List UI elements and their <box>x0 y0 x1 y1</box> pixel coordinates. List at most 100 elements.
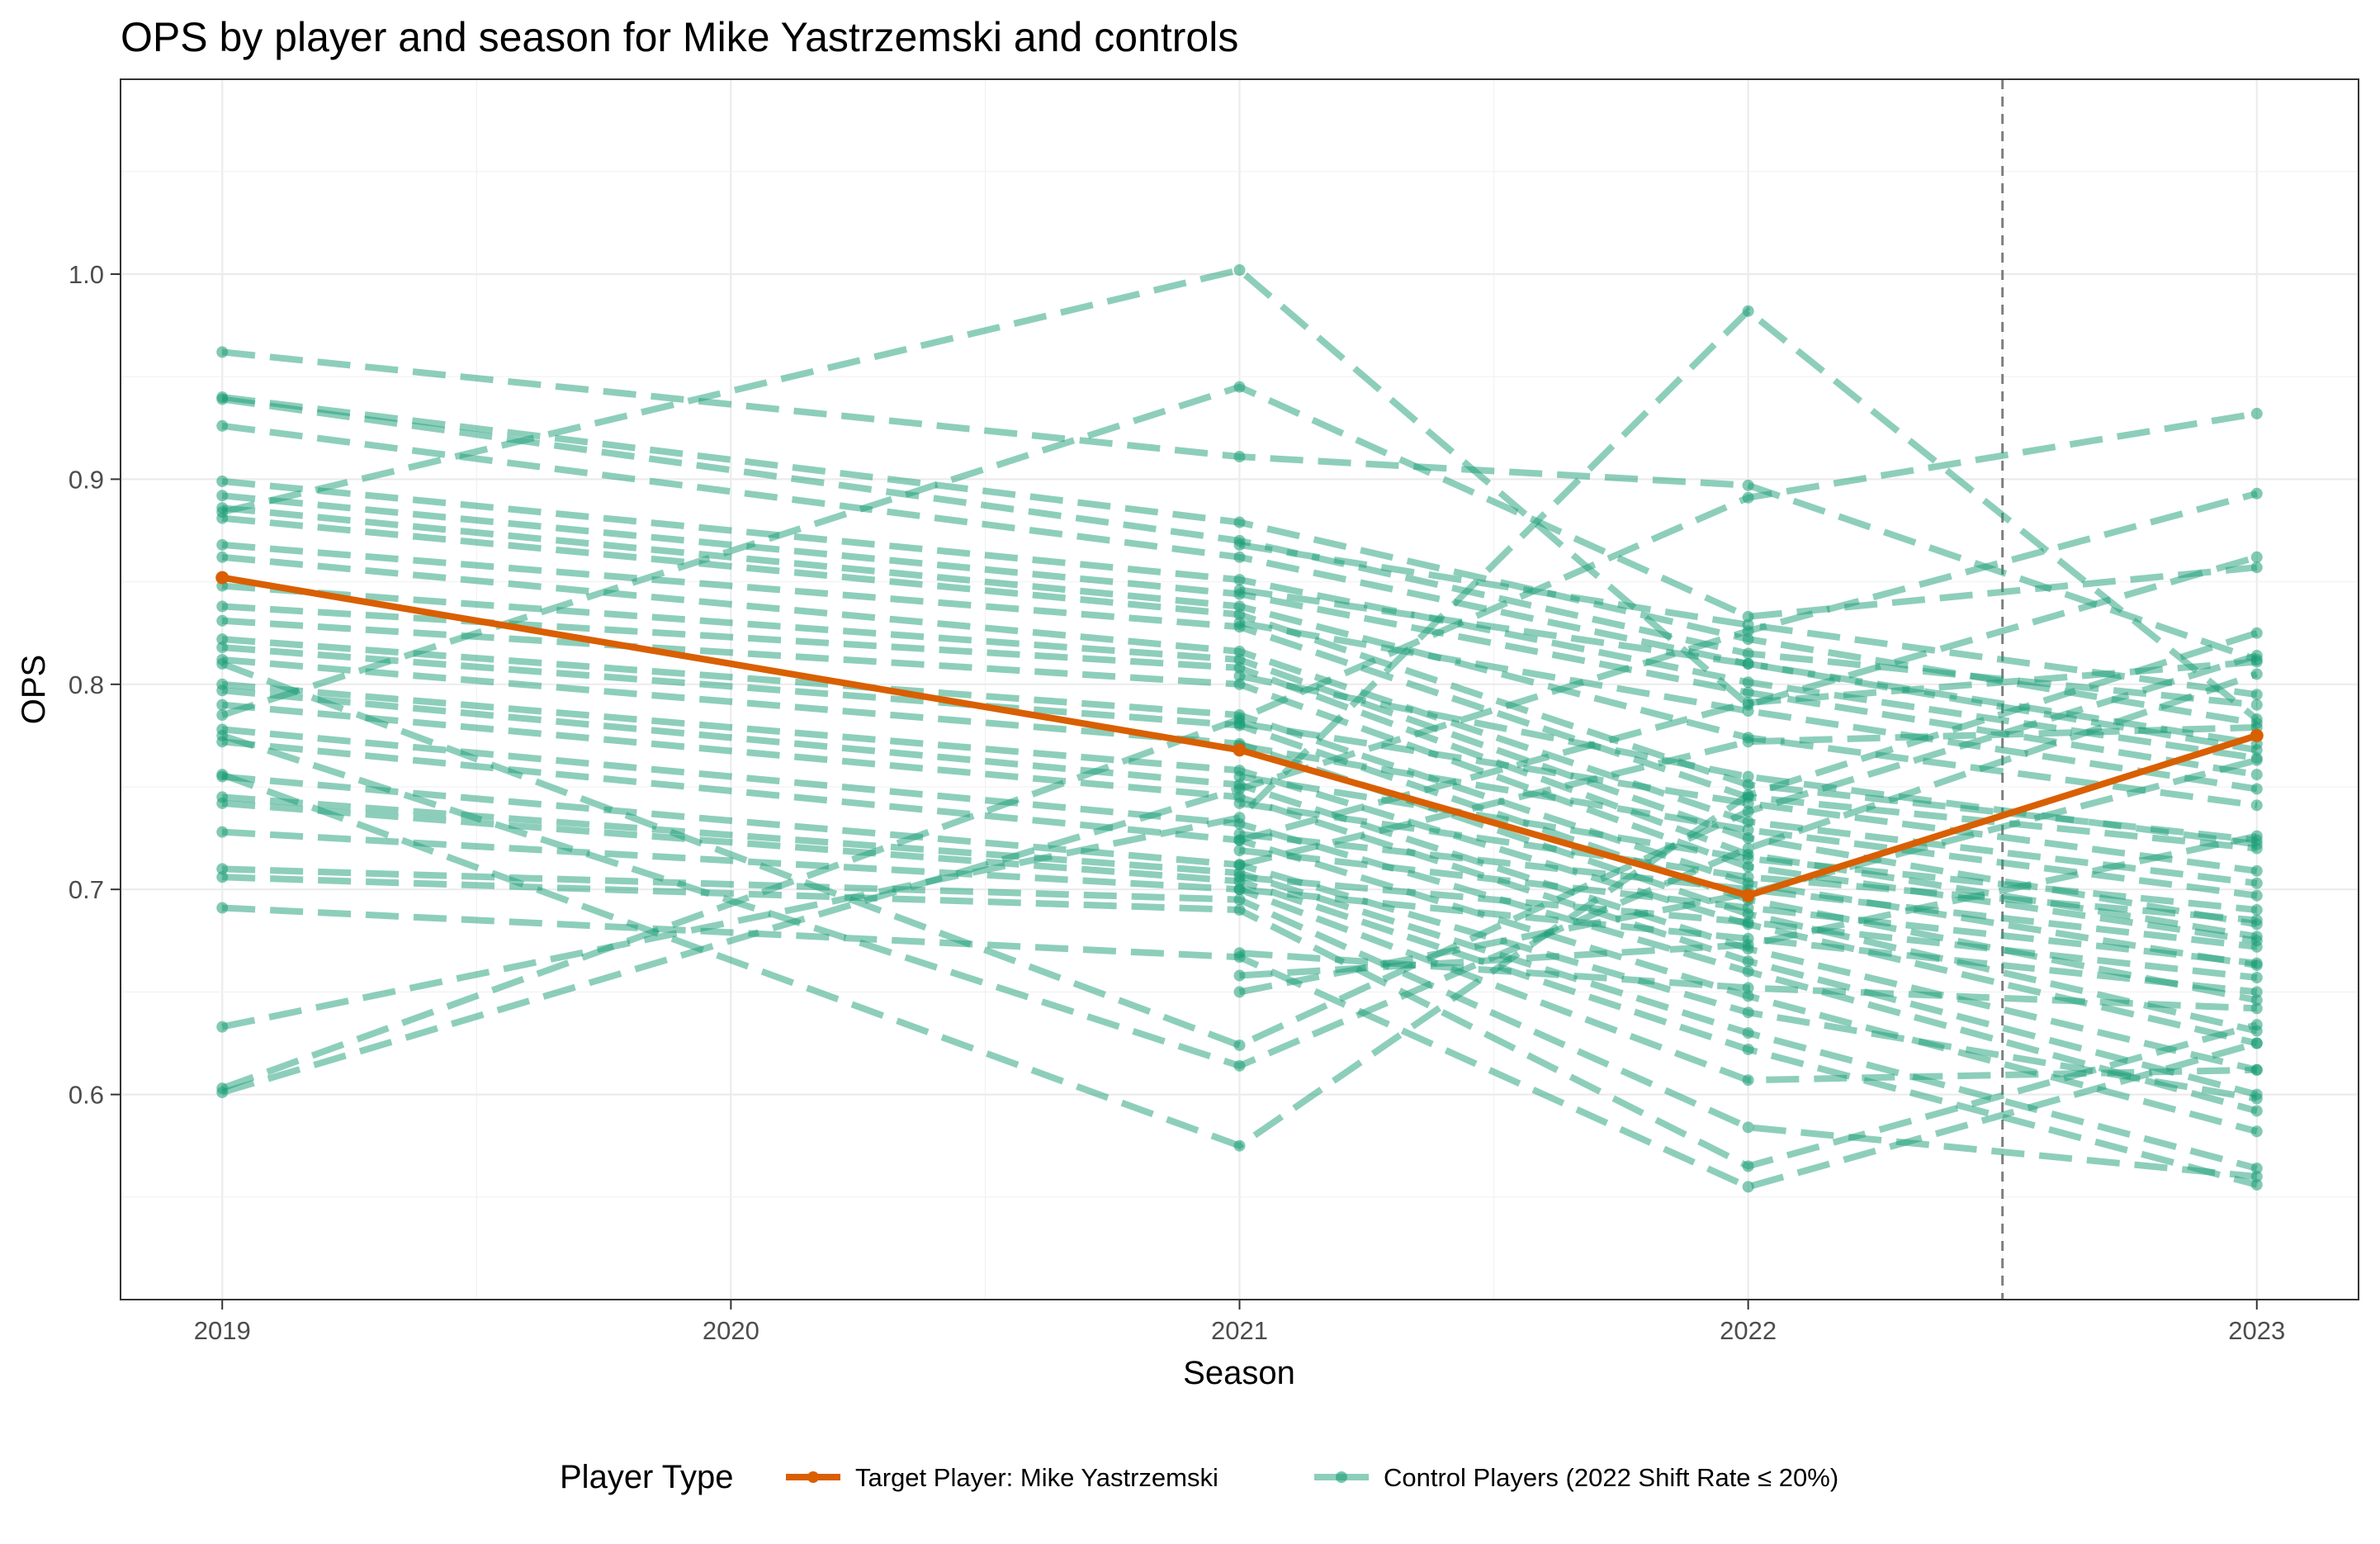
control-point <box>1742 852 1754 864</box>
control-point <box>1742 1043 1754 1055</box>
x-axis-title: Season <box>1183 1355 1295 1391</box>
control-series-line <box>1238 672 2258 848</box>
control-point <box>2250 957 2263 969</box>
control-point <box>2250 864 2263 877</box>
control-series-line <box>221 266 2258 709</box>
control-point <box>2250 1125 2263 1138</box>
control-point <box>1233 538 1246 551</box>
control-point <box>216 871 229 883</box>
control-point <box>1742 305 1754 317</box>
x-tick-label: 2020 <box>703 1316 759 1345</box>
control-point <box>1742 939 1754 951</box>
y-axis-title: OPS <box>16 655 52 724</box>
control-point <box>1233 844 1246 856</box>
control-point <box>1233 1139 1246 1152</box>
control-point <box>1742 902 1754 914</box>
control-point <box>1233 609 1246 621</box>
x-tick-label: 2022 <box>1720 1316 1777 1345</box>
control-point <box>2250 1019 2263 1031</box>
target-point <box>1741 888 1755 902</box>
control-point <box>2250 783 2263 795</box>
control-point <box>2250 994 2263 1006</box>
control-point <box>2250 699 2263 711</box>
y-tick-label: 0.8 <box>69 670 104 699</box>
control-point <box>2250 972 2263 984</box>
control-point <box>1233 264 1246 277</box>
control-point <box>1742 860 1754 873</box>
control-series-line <box>222 874 2258 1170</box>
control-series-line <box>221 799 2258 1188</box>
control-series-line <box>221 477 2258 762</box>
control-series-group <box>216 264 2263 1193</box>
control-point <box>1233 516 1246 528</box>
control-point <box>1233 812 1246 824</box>
control-point <box>2250 830 2263 842</box>
control-series-line <box>221 738 2258 1135</box>
control-point <box>2250 689 2263 701</box>
control-point <box>2250 914 2263 926</box>
control-point <box>1742 816 1754 828</box>
control-point <box>1233 574 1246 586</box>
control-point <box>1742 736 1754 748</box>
control-series-line <box>221 514 2258 844</box>
control-series-line <box>1238 756 2258 996</box>
control-point <box>2250 561 2263 574</box>
control-series-line <box>221 680 2258 1047</box>
control-point <box>1742 647 1754 660</box>
control-point <box>2250 487 2263 500</box>
x-tick-label: 2021 <box>1211 1316 1268 1345</box>
y-axis-ticks: 0.6 0.7 0.8 0.9 1.0 <box>69 260 121 1110</box>
control-point <box>2250 1163 2263 1175</box>
control-point <box>1233 770 1246 783</box>
control-series-line <box>221 603 2258 940</box>
control-point <box>1742 479 1754 491</box>
control-point <box>2250 713 2263 726</box>
control-point <box>216 699 229 711</box>
control-point <box>1742 789 1754 801</box>
control-point <box>216 642 229 654</box>
control-point <box>1742 697 1754 709</box>
control-point <box>2250 940 2263 953</box>
control-point <box>1742 916 1754 928</box>
control-point <box>2250 656 2263 668</box>
control-point <box>1233 1039 1246 1051</box>
control-point <box>2250 986 2263 998</box>
control-point <box>216 490 229 502</box>
control-point <box>1233 834 1246 846</box>
control-point <box>1233 797 1246 809</box>
control-series-line <box>221 773 2258 1102</box>
control-point <box>1233 883 1246 896</box>
control-point <box>2250 889 2263 902</box>
control-point <box>1742 618 1754 631</box>
chart-title: OPS by player and season for Mike Yastrz… <box>121 14 1238 60</box>
control-point <box>216 419 229 432</box>
control-point <box>216 1021 229 1033</box>
control-point <box>1233 600 1246 613</box>
control-point <box>1742 871 1754 883</box>
control-point <box>216 769 229 781</box>
control-point <box>1233 661 1246 674</box>
control-series-line <box>1238 742 2258 899</box>
control-point <box>1742 1160 1754 1172</box>
control-point <box>1233 678 1246 690</box>
target-point <box>215 571 229 585</box>
target-series-group <box>215 571 2264 902</box>
control-series-line <box>220 383 2258 718</box>
y-tick-label: 0.9 <box>69 465 104 494</box>
control-point <box>1233 893 1246 906</box>
control-series-line <box>1238 799 2258 924</box>
control-point <box>1742 657 1754 670</box>
control-series-line <box>1239 847 2258 967</box>
control-point <box>1742 1006 1754 1019</box>
control-point <box>2250 838 2263 850</box>
control-point <box>1742 1181 1754 1193</box>
control-point <box>1742 686 1754 699</box>
control-series-line <box>221 828 2257 1084</box>
control-series-line <box>221 726 2258 1115</box>
control-point <box>216 346 229 358</box>
control-point <box>1742 955 1754 968</box>
control-point <box>1233 551 1246 563</box>
control-point <box>1742 779 1754 791</box>
control-point <box>2250 627 2263 639</box>
